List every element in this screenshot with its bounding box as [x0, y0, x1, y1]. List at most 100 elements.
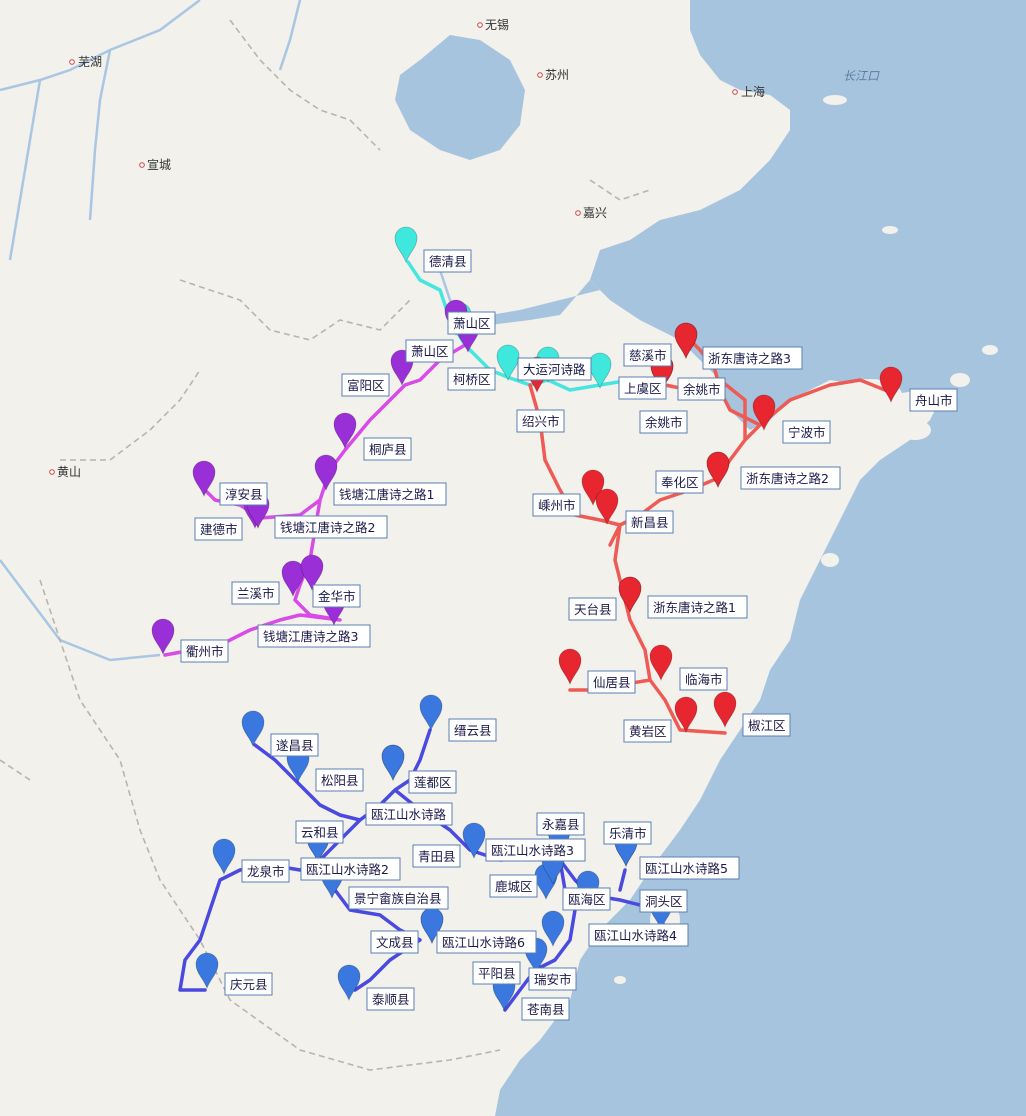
- map-pin-icon-jiaojiang[interactable]: [713, 691, 737, 729]
- marker-label-box: [448, 718, 497, 742]
- map-pin-icon-jinyun[interactable]: [419, 694, 443, 732]
- marker-label-box: [625, 510, 674, 534]
- marker-label-zd3[interactable]: 浙东唐诗之路3: [702, 346, 803, 370]
- marker-label-xiaoshan_t[interactable]: 萧山区: [447, 311, 496, 335]
- marker-label-text: 黄岩区: [629, 724, 667, 739]
- marker-label-taishun[interactable]: 泰顺县: [366, 987, 415, 1011]
- map-pin-icon-suichang[interactable]: [241, 710, 265, 748]
- marker-label-fenghua[interactable]: 奉化区: [655, 470, 704, 494]
- marker-label-chunan[interactable]: 淳安县: [219, 482, 268, 506]
- map-pin-icon-huangyan[interactable]: [674, 696, 698, 734]
- marker-label-longquan[interactable]: 龙泉市: [241, 859, 290, 883]
- marker-label-ojs4[interactable]: 瓯江山水诗路4: [588, 923, 689, 947]
- map-pin-icon-longquan[interactable]: [212, 838, 236, 876]
- map-pin-icon-canal1[interactable]: [496, 344, 520, 382]
- marker-label-jiaojiang[interactable]: 椒江区: [742, 713, 791, 737]
- map-pin-icon-chunan[interactable]: [192, 460, 216, 498]
- marker-label-shaoxing[interactable]: 绍兴市: [516, 409, 565, 433]
- marker-label-ojs[interactable]: 瓯江山水诗路: [365, 802, 453, 826]
- marker-label-qingtian[interactable]: 青田县: [412, 844, 461, 868]
- map-pin-icon-zd2[interactable]: [706, 451, 730, 489]
- map-pin-icon-qingyuan[interactable]: [195, 952, 219, 990]
- marker-label-huangyan[interactable]: 黄岩区: [623, 719, 672, 743]
- marker-label-yuyao2[interactable]: 余姚市: [639, 410, 688, 434]
- map-pin-icon-pingyang[interactable]: [541, 910, 565, 948]
- marker-label-zhoushan[interactable]: 舟山市: [909, 388, 958, 412]
- marker-label-box: [447, 367, 496, 391]
- map-pin-icon-zhoushan[interactable]: [879, 366, 903, 404]
- marker-label-yueqing[interactable]: 乐清市: [603, 821, 652, 845]
- map-pin-icon-taishun[interactable]: [337, 964, 361, 1002]
- marker-label-deqing[interactable]: 德清县: [423, 249, 472, 273]
- marker-label-zd2[interactable]: 浙东唐诗之路2: [740, 466, 841, 490]
- marker-label-qingyuan[interactable]: 庆元县: [224, 972, 273, 996]
- map-pin-icon-canal3[interactable]: [588, 352, 612, 390]
- marker-label-cixi[interactable]: 慈溪市: [623, 343, 672, 367]
- marker-label-pingyang[interactable]: 平阳县: [472, 961, 521, 985]
- marker-label-text: 新昌县: [631, 515, 669, 530]
- marker-label-ojs3[interactable]: 瓯江山水诗路3: [485, 838, 586, 862]
- map-pin-icon-zd3[interactable]: [674, 322, 698, 360]
- marker-label-suichang[interactable]: 遂昌县: [270, 733, 319, 757]
- marker-label-jinhua[interactable]: 金华市: [312, 584, 361, 608]
- marker-label-qtj2[interactable]: 钱塘江唐诗之路2: [274, 515, 388, 539]
- marker-label-shangyu[interactable]: 上虞区: [618, 376, 667, 400]
- marker-label-wencheng[interactable]: 文成县: [370, 930, 419, 954]
- marker-label-dongtou[interactable]: 洞头区: [639, 889, 688, 913]
- marker-label-qtj3[interactable]: 钱塘江唐诗之路3: [257, 624, 371, 648]
- marker-label-jingning[interactable]: 景宁畲族自治县: [348, 886, 449, 910]
- marker-label-text: 慈溪市: [629, 348, 667, 363]
- marker-label-zd1[interactable]: 浙东唐诗之路1: [647, 595, 748, 619]
- marker-label-lucheng[interactable]: 鹿城区: [489, 874, 538, 898]
- marker-label-ojs5[interactable]: 瓯江山水诗路5: [639, 856, 740, 880]
- marker-label-yunhe[interactable]: 云和县: [295, 820, 344, 844]
- map-pin-icon-zd1[interactable]: [618, 576, 642, 614]
- map-pin-icon-qtj1[interactable]: [314, 454, 338, 492]
- marker-label-yongjia[interactable]: 永嘉县: [536, 812, 585, 836]
- map-pin-icon-deqing[interactable]: [394, 226, 418, 264]
- marker-label-quzhou[interactable]: 衢州市: [180, 639, 229, 663]
- map-pin-icon-jinhua[interactable]: [300, 554, 324, 592]
- marker-label-tonglu[interactable]: 桐庐县: [363, 437, 412, 461]
- marker-label-canal1[interactable]: 大运河诗路: [517, 357, 592, 381]
- marker-label-jiande[interactable]: 建德市: [194, 517, 243, 541]
- marker-label-ruian[interactable]: 瑞安市: [528, 967, 577, 991]
- marker-label-linhai[interactable]: 临海市: [679, 667, 728, 691]
- map-pin-icon-tonglu[interactable]: [333, 412, 357, 450]
- marker-label-ouhai[interactable]: 瓯海区: [562, 887, 611, 911]
- marker-label-keqiao[interactable]: 柯桥区: [447, 367, 496, 391]
- marker-label-ojs2[interactable]: 瓯江山水诗路2: [300, 857, 401, 881]
- marker-label-songyang[interactable]: 松阳县: [315, 768, 364, 792]
- marker-label-box: [447, 311, 496, 335]
- marker-label-text: 瓯江山水诗路5: [645, 861, 728, 876]
- marker-label-liandu[interactable]: 莲都区: [408, 770, 457, 794]
- marker-label-qtj1[interactable]: 钱塘江唐诗之路1: [333, 482, 447, 506]
- marker-label-jinyun[interactable]: 缙云县: [448, 718, 497, 742]
- map-pin-icon-qingtian[interactable]: [462, 822, 486, 860]
- map-pin-icon-xianju[interactable]: [558, 648, 582, 686]
- map-pin-icon-shengzhou[interactable]: [581, 469, 605, 507]
- marker-label-box: [300, 857, 401, 881]
- marker-label-xinchang[interactable]: 新昌县: [625, 510, 674, 534]
- marker-label-xianju[interactable]: 仙居县: [587, 670, 636, 694]
- marker-label-text: 柯桥区: [453, 372, 491, 387]
- marker-label-ningbo[interactable]: 宁波市: [782, 420, 831, 444]
- marker-label-shengzhou[interactable]: 嵊州市: [532, 493, 581, 517]
- marker-label-text: 青田县: [418, 849, 456, 864]
- map-pin-icon-xinchang[interactable]: [595, 488, 619, 526]
- marker-label-text: 瓯江山水诗路4: [594, 928, 677, 943]
- map-pin-icon-ojs[interactable]: [381, 744, 405, 782]
- marker-label-lanxi[interactable]: 兰溪市: [231, 581, 280, 605]
- map-pin-icon-lanxi[interactable]: [281, 560, 305, 598]
- map-pin-icon-ningbo[interactable]: [752, 394, 776, 432]
- marker-label-ojs6[interactable]: 瓯江山水诗路6: [436, 930, 537, 954]
- marker-label-text: 苍南县: [527, 1002, 565, 1017]
- map-pin-icon-linhai[interactable]: [649, 644, 673, 682]
- marker-label-tiantai[interactable]: 天台县: [568, 597, 617, 621]
- map-pin-icon-quzhou[interactable]: [151, 618, 175, 656]
- marker-label-yuyao1[interactable]: 余姚市: [677, 377, 726, 401]
- marker-label-cangnan[interactable]: 苍南县: [521, 997, 570, 1021]
- marker-label-fuyang[interactable]: 富阳区: [341, 373, 390, 397]
- marker-label-xiaoshan_p[interactable]: 萧山区: [405, 339, 454, 363]
